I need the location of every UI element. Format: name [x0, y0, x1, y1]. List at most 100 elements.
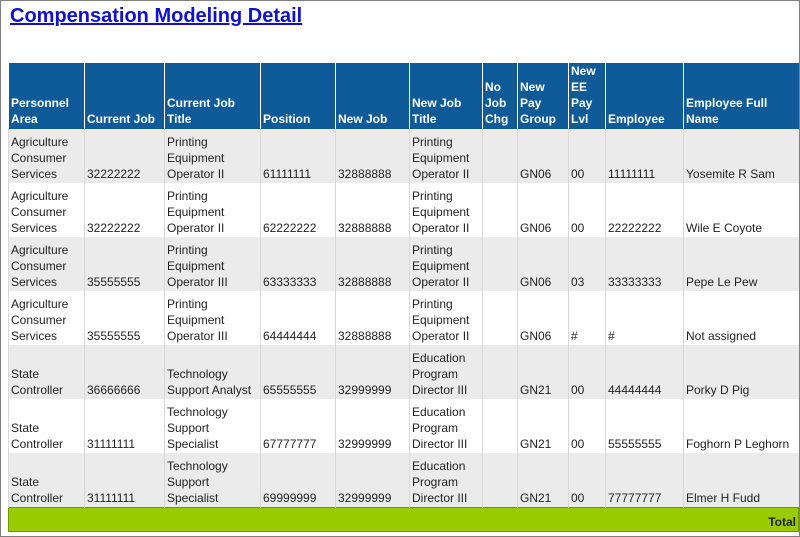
table-cell: 67777777 [260, 399, 336, 453]
table-cell: 32888888 [335, 237, 410, 291]
table-cell: GN06 [517, 237, 569, 291]
column-header: New Job Title [409, 63, 483, 129]
column-header: New Pay Group [517, 63, 569, 129]
table-row: Agriculture Consumer Services 32222222 Pri… [8, 183, 799, 237]
table-cell: # [605, 291, 684, 345]
table-cell: Printing Equipment Operator III [164, 291, 261, 345]
table-cell: Education Program Director III [409, 345, 483, 399]
column-header: New EE Pay Lvl [568, 63, 606, 129]
table-cell: GN06 [517, 183, 569, 237]
table-cell: Technology Support Analyst [164, 345, 261, 399]
table-cell: Pepe Le Pew [683, 237, 799, 291]
table-cell: Education Program Director III [409, 453, 483, 507]
table-row: State Controller 36666666 Technology Suppo… [8, 345, 799, 399]
table-cell: 00 [568, 453, 606, 507]
table-cell: Education Program Director III [409, 399, 483, 453]
table-row: State Controller 31111111 Technology Suppo… [8, 453, 799, 507]
table-cell: Printing Equipment Operator II [409, 183, 483, 237]
table-cell: 69999999 [260, 453, 336, 507]
table-cell: 62222222 [260, 183, 336, 237]
column-header: No Job Chg [482, 63, 518, 129]
table-cell: Porky D Pig [683, 345, 799, 399]
table-cell: State Controller [8, 345, 85, 399]
table-row: Agriculture Consumer Services 35555555 Pri… [8, 291, 799, 345]
table-cell: Printing Equipment Operator II [164, 183, 261, 237]
column-header: Current Job [84, 63, 165, 129]
table-cell [482, 291, 518, 345]
table-cell: Yosemite R Sam [683, 129, 799, 183]
table-cell: 32999999 [335, 453, 410, 507]
table-cell [482, 129, 518, 183]
table-cell: Foghorn P Leghorn [683, 399, 799, 453]
table-cell: 22222222 [605, 183, 684, 237]
table-cell: 32999999 [335, 345, 410, 399]
table-cell: 32888888 [335, 129, 410, 183]
table-row: Agriculture Consumer Services 35555555 Pri… [8, 237, 799, 291]
table-cell: Not assigned [683, 291, 799, 345]
table-body: Agriculture Consumer Services 32222222 Pri… [8, 129, 799, 532]
table-cell: Agriculture Consumer Services [8, 291, 85, 345]
column-header: Employee [605, 63, 684, 129]
table-cell: 11111111 [605, 129, 684, 183]
table-cell: 32888888 [335, 291, 410, 345]
table-cell: GN06 [517, 291, 569, 345]
table-cell: 35555555 [84, 237, 165, 291]
table-cell: 00 [568, 399, 606, 453]
table-cell: 32222222 [84, 129, 165, 183]
table-cell: 00 [568, 129, 606, 183]
column-header: New Job [335, 63, 410, 129]
table-cell: 65555555 [260, 345, 336, 399]
table-row: State Controller 31111111 Technology Suppo… [8, 399, 799, 453]
table-cell: 35555555 [84, 291, 165, 345]
table-cell: 64444444 [260, 291, 336, 345]
table-cell: 03 [568, 237, 606, 291]
table-cell: 32999999 [335, 399, 410, 453]
table-cell: Printing Equipment Operator III [164, 237, 261, 291]
table-cell: Technology Support Specialist [164, 399, 261, 453]
column-header: Personnel Area [8, 63, 85, 129]
table-cell: 32222222 [84, 183, 165, 237]
header-row: Personnel Area Current Job Current Job Tit… [8, 63, 799, 129]
table-cell: State Controller [8, 399, 85, 453]
table-cell: GN21 [517, 345, 569, 399]
table-cell: 61111111 [260, 129, 336, 183]
table-cell: Wile E Coyote [683, 183, 799, 237]
table-cell: 77777777 [605, 453, 684, 507]
table-cell: 31111111 [84, 453, 165, 507]
report-title[interactable]: Compensation Modeling Detail [10, 5, 303, 27]
table-cell: 63333333 [260, 237, 336, 291]
table-cell: GN06 [517, 129, 569, 183]
table-cell: 36666666 [84, 345, 165, 399]
table-cell: 32888888 [335, 183, 410, 237]
table-cell: Agriculture Consumer Services [8, 237, 85, 291]
table-cell: Printing Equipment Operator II [164, 129, 261, 183]
table-cell: Technology Support Specialist [164, 453, 261, 507]
column-header: Employee Full Name [683, 63, 799, 129]
table-cell: 33333333 [605, 237, 684, 291]
table-cell [482, 183, 518, 237]
table-cell: Printing Equipment Operator II [409, 129, 483, 183]
total-label: Total [8, 506, 799, 532]
detail-table: Personnel Area Current Job Current Job Tit… [8, 63, 799, 532]
table-cell: 55555555 [605, 399, 684, 453]
column-header: Current Job Title [164, 63, 261, 129]
table-cell: 44444444 [605, 345, 684, 399]
table-cell: Elmer H Fudd [683, 453, 799, 507]
table-cell [482, 399, 518, 453]
table-cell: Printing Equipment Operator II [409, 237, 483, 291]
table-cell: 31111111 [84, 399, 165, 453]
table-cell: Printing Equipment Operator II [409, 291, 483, 345]
table-cell: GN21 [517, 399, 569, 453]
table-row: Agriculture Consumer Services 32222222 Pri… [8, 129, 799, 183]
table-cell: # [568, 291, 606, 345]
table-cell: State Controller [8, 453, 85, 507]
table-cell [482, 453, 518, 507]
table-cell: 00 [568, 183, 606, 237]
table-cell [482, 345, 518, 399]
table-cell: GN21 [517, 453, 569, 507]
total-row: Total [8, 506, 799, 532]
table-cell: Agriculture Consumer Services [8, 183, 85, 237]
column-header: Position [260, 63, 336, 129]
table-cell: 00 [568, 345, 606, 399]
table-cell [482, 237, 518, 291]
